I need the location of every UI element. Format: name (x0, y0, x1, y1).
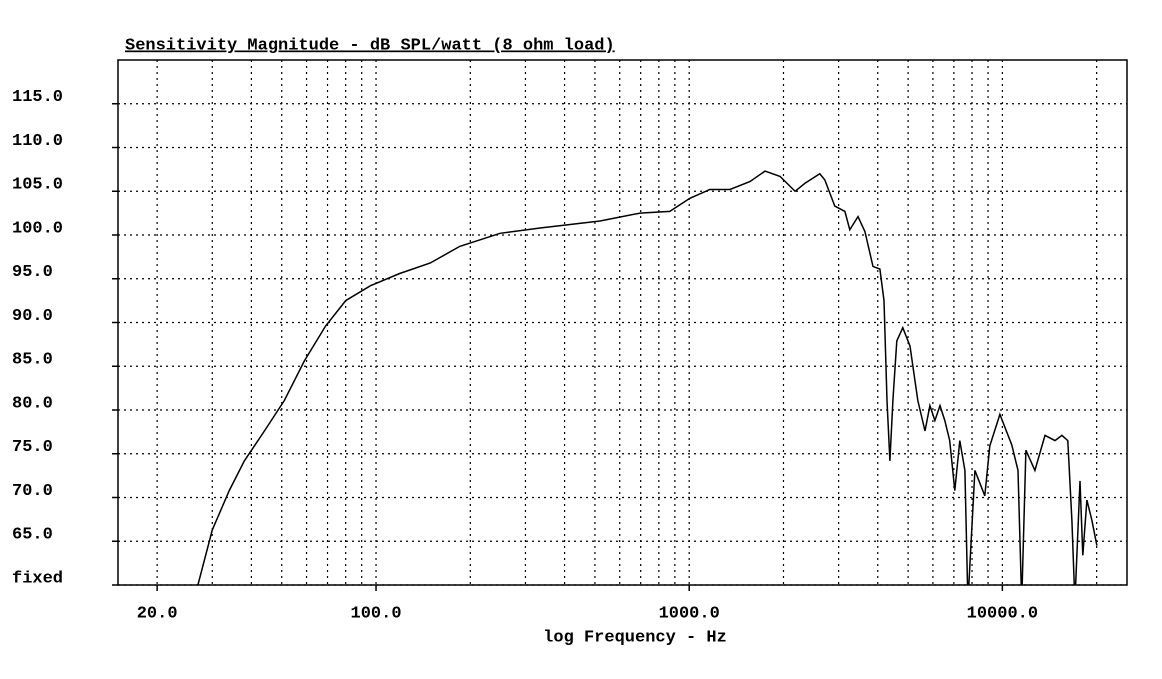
y-tick-label: 105.0 (12, 176, 63, 195)
y-tick-label: 95.0 (12, 263, 53, 282)
y-tick-label: 115.0 (12, 88, 63, 107)
x-tick-label: 100.0 (351, 604, 402, 623)
y-tick-label: 65.0 (12, 526, 53, 545)
y-tick-label: 75.0 (12, 438, 53, 457)
y-tick-label: 70.0 (12, 482, 53, 501)
x-tick-label: 10000.0 (967, 604, 1038, 623)
y-tick-label: 100.0 (12, 219, 63, 238)
chart-title: Sensitivity Magnitude - dB SPL/watt (8 o… (125, 36, 615, 55)
y-tick-label: 85.0 (12, 351, 53, 370)
x-tick-label: 20.0 (137, 604, 178, 623)
y-tick-label: 110.0 (12, 132, 63, 151)
y-tick-label: 80.0 (12, 394, 53, 413)
x-tick-label: 1000.0 (659, 604, 720, 623)
x-axis-label: log Frequency - Hz (543, 628, 727, 647)
data-line (197, 170, 1098, 585)
y-tick-label: 90.0 (12, 307, 53, 326)
y-tick-label: fixed (12, 569, 63, 588)
